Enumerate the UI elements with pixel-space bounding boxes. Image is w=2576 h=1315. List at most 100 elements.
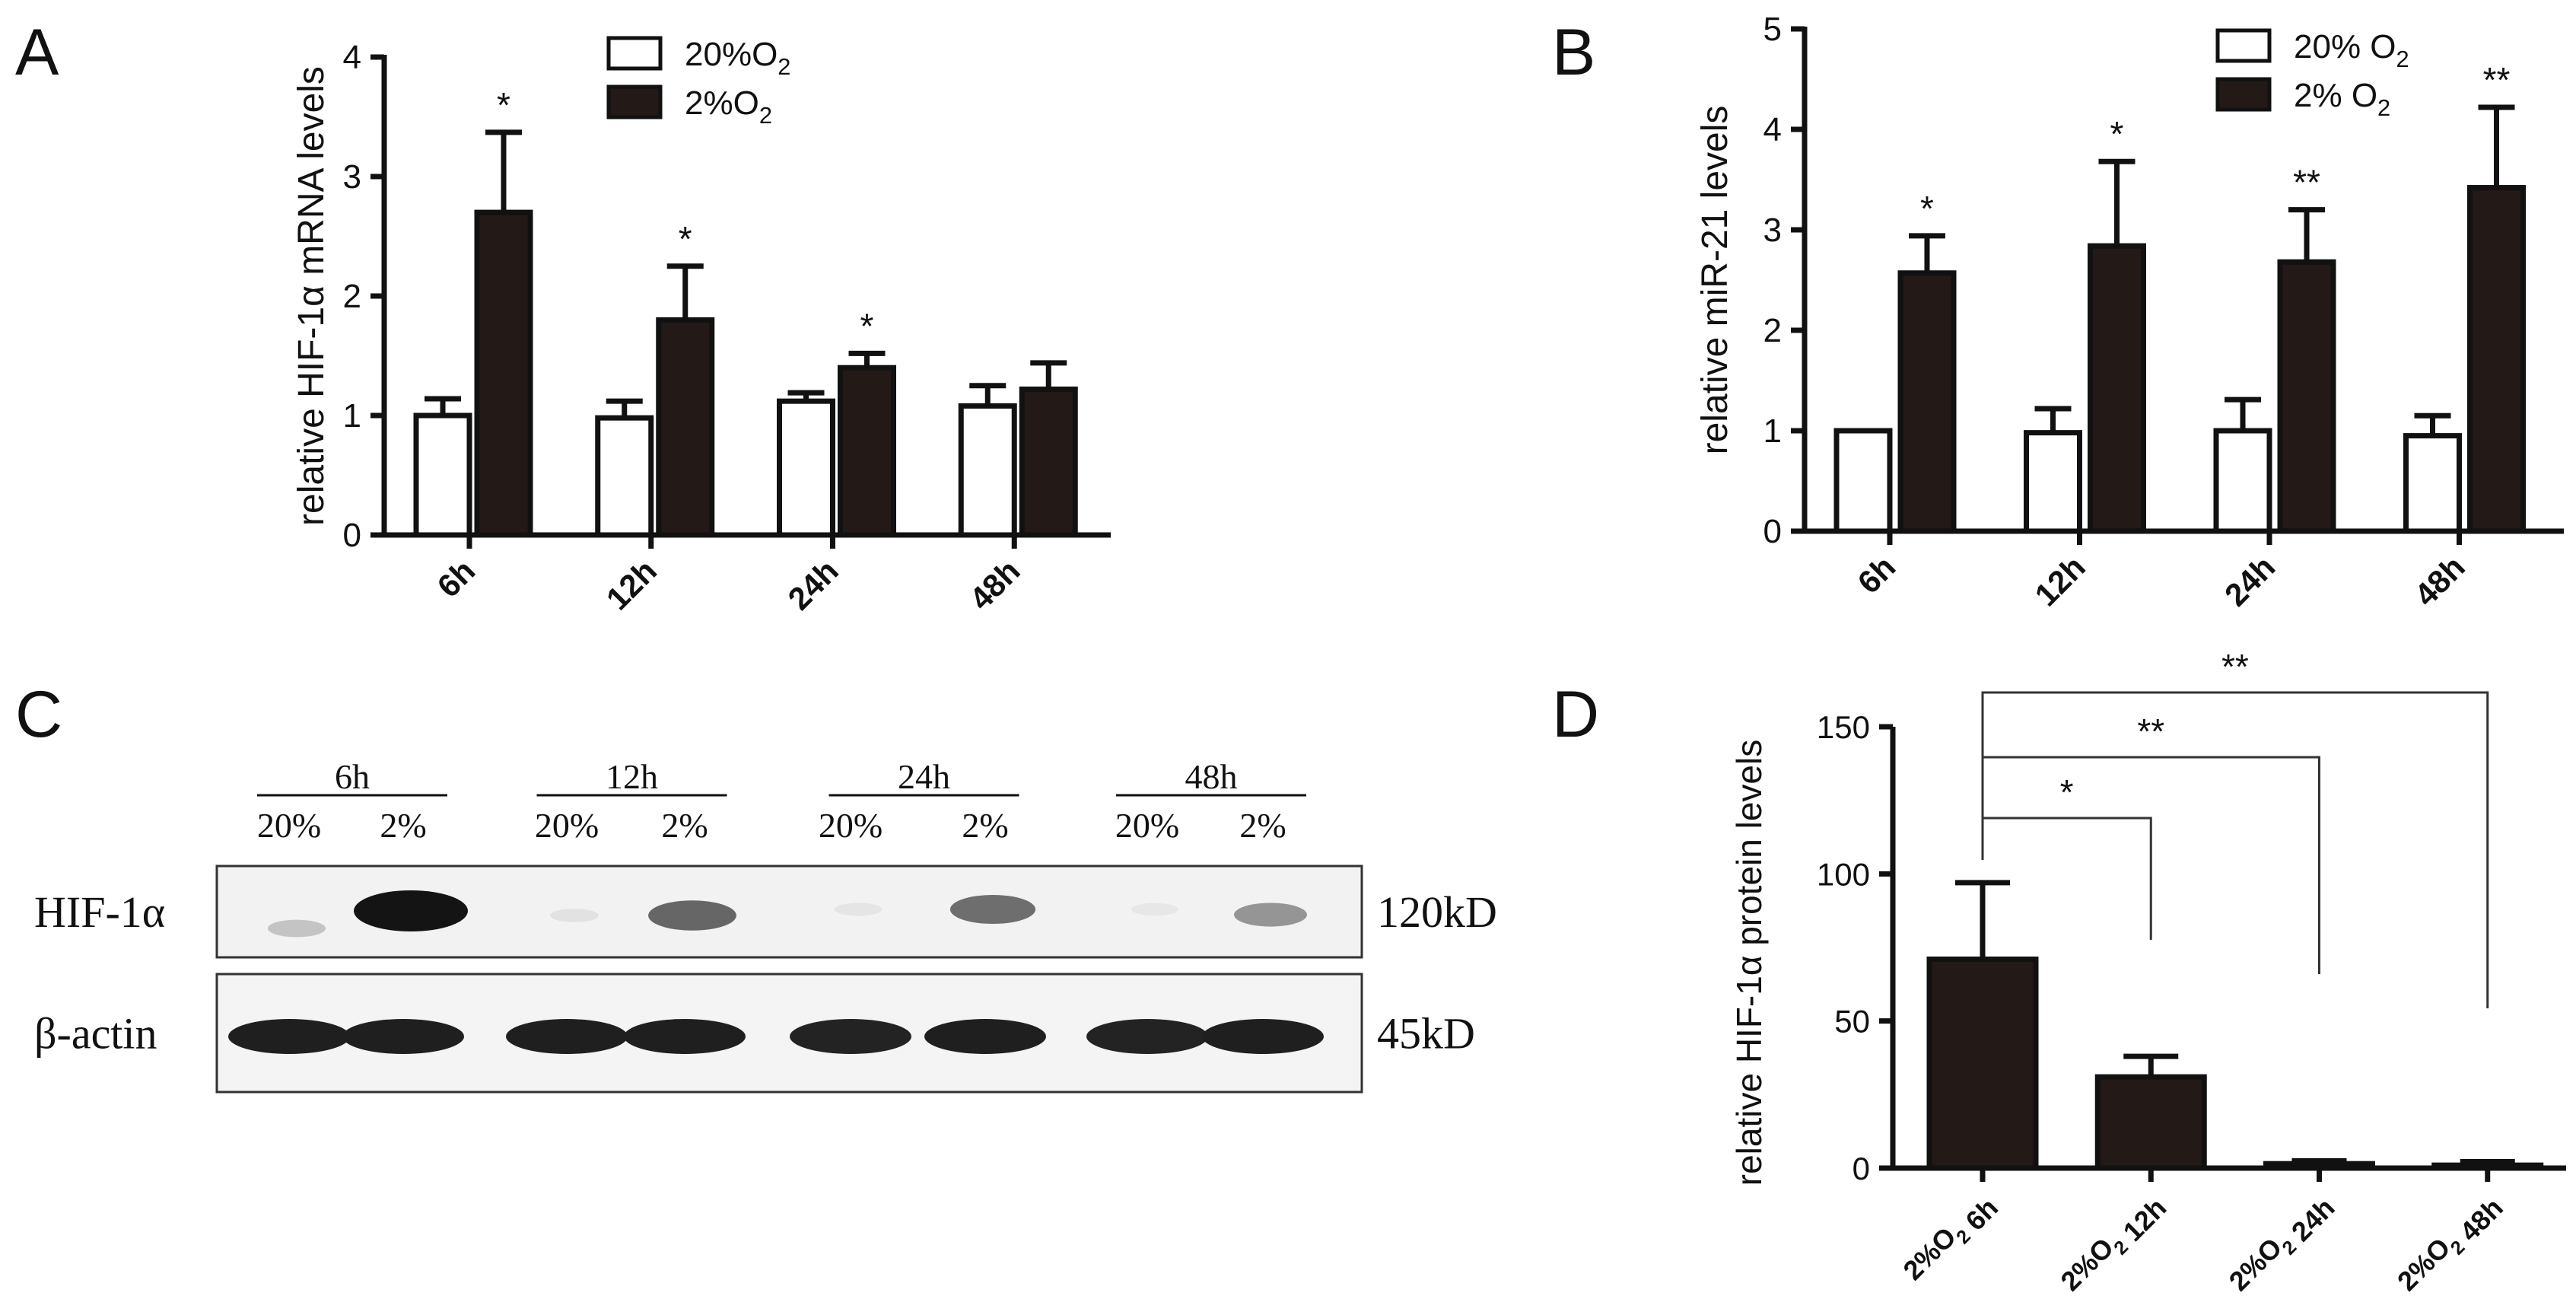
significance-mark: ** bbox=[2293, 163, 2320, 202]
blot-band bbox=[1202, 1019, 1324, 1054]
bar bbox=[2213, 428, 2272, 534]
bar bbox=[1019, 386, 1078, 538]
bar bbox=[2094, 1074, 2207, 1171]
bar bbox=[958, 403, 1017, 538]
legend-label: 2% O2 bbox=[2294, 77, 2390, 121]
blot-band bbox=[1131, 903, 1178, 916]
blot-size-label: 120kD bbox=[1377, 887, 1497, 937]
blot-timepoint: 12h bbox=[606, 757, 658, 796]
y-tick-label: 4 bbox=[1763, 111, 1782, 148]
blot-band bbox=[790, 1019, 911, 1054]
legend-label: 20%O2 bbox=[685, 36, 790, 80]
bar bbox=[1897, 270, 1957, 534]
y-tick-label: 2 bbox=[1763, 312, 1782, 349]
y-tick-label: 4 bbox=[343, 39, 361, 76]
significance-mark: * bbox=[860, 306, 874, 345]
bar bbox=[2024, 430, 2082, 534]
y-tick-label: 50 bbox=[1834, 1004, 1870, 1040]
panel-b: B 0 1 2 3 4 5 relative miR-21 levels 6h * 12h * 24h *… bbox=[1552, 11, 2564, 613]
panel-letter: C bbox=[15, 678, 62, 751]
y-tick-label: 0 bbox=[343, 517, 361, 554]
x-tick-label: 6h bbox=[1850, 549, 1902, 600]
blot-timepoint: 48h bbox=[1185, 757, 1238, 796]
comparison-label: * bbox=[2060, 772, 2074, 812]
y-tick-label: 1 bbox=[1763, 412, 1782, 450]
blot-timepoint: 24h bbox=[898, 757, 950, 796]
bar bbox=[2431, 1162, 2544, 1171]
blot-lane-label: 20% bbox=[1115, 806, 1179, 845]
significance-mark: ** bbox=[2483, 60, 2511, 100]
blot-lane-label: 2% bbox=[1239, 806, 1286, 845]
x-tick-label: 2%O2 12h bbox=[2054, 1186, 2172, 1304]
panel-letter: D bbox=[1552, 678, 1599, 751]
y-axis-label: relative miR-21 levels bbox=[1695, 106, 1735, 455]
y-tick-label: 0 bbox=[1763, 513, 1782, 550]
legend-swatch bbox=[2215, 77, 2272, 112]
blot-lane-label: 20% bbox=[819, 806, 883, 845]
x-tick-label: 2%O2 48h bbox=[2391, 1186, 2509, 1304]
y-tick-label: 0 bbox=[1852, 1151, 1870, 1186]
y-tick-label: 2 bbox=[343, 278, 361, 315]
bar bbox=[474, 209, 533, 538]
x-tick-label: 48h bbox=[962, 552, 1026, 616]
comparison-label: ** bbox=[2221, 647, 2249, 686]
blot-band bbox=[1234, 903, 1307, 927]
blot-band bbox=[924, 1019, 1046, 1054]
x-tick-label: 12h bbox=[599, 552, 663, 616]
legend-swatch bbox=[2215, 28, 2272, 63]
y-tick-label: 5 bbox=[1763, 11, 1782, 48]
significance-mark: * bbox=[2110, 114, 2124, 154]
blot-lane-label: 2% bbox=[661, 806, 708, 845]
x-tick-label: 6h bbox=[430, 552, 482, 604]
blot-band bbox=[648, 900, 736, 931]
y-tick-label: 100 bbox=[1817, 856, 1870, 892]
x-tick-label: 2%O2 24h bbox=[2223, 1186, 2341, 1304]
blot-protein-label: β-actin bbox=[34, 1009, 157, 1059]
panel-d: D 0 50 100 150 relative HIF-1α protein levels… bbox=[1552, 647, 2566, 1304]
blot-lane-label: 2% bbox=[380, 806, 426, 845]
blot-size-label: 45kD bbox=[1377, 1009, 1475, 1059]
y-axis-label: relative HIF-1α protein levels bbox=[1729, 740, 1769, 1186]
y-axis-label: relative HIF-1α mRNA levels bbox=[291, 66, 332, 526]
panel-letter: A bbox=[15, 16, 59, 89]
y-tick-label: 1 bbox=[343, 397, 361, 435]
bar bbox=[656, 317, 715, 538]
blot-band bbox=[354, 890, 468, 931]
bar bbox=[838, 365, 896, 538]
bar bbox=[2088, 243, 2146, 534]
significance-mark: * bbox=[679, 219, 692, 259]
blot-timepoint: 6h bbox=[335, 757, 370, 796]
bar bbox=[595, 415, 654, 538]
x-tick-label: 12h bbox=[2027, 549, 2091, 613]
x-tick-label: 24h bbox=[2218, 549, 2282, 613]
blot-band bbox=[267, 919, 326, 938]
blot-band bbox=[228, 1019, 350, 1054]
blot-lane-label: 2% bbox=[962, 806, 1008, 845]
blot-band bbox=[834, 903, 883, 916]
blot-protein-label: HIF-1α bbox=[34, 887, 165, 937]
x-tick-label: 2%O2 6h bbox=[1897, 1186, 2004, 1293]
bar bbox=[2277, 259, 2336, 534]
blot-lane-label: 20% bbox=[535, 806, 599, 845]
x-tick-label: 24h bbox=[781, 552, 844, 616]
blot-band bbox=[342, 1019, 464, 1054]
panel-letter: B bbox=[1552, 16, 1595, 89]
panel-a: A 0 1 2 3 4 relative HIF-1α mRNA levels 6h * 12h *… bbox=[15, 16, 1111, 617]
bar bbox=[2403, 433, 2462, 534]
legend-label: 2%O2 bbox=[685, 84, 772, 129]
x-tick-label: 48h bbox=[2407, 549, 2471, 613]
bar bbox=[413, 412, 472, 538]
blot-band bbox=[624, 1019, 746, 1054]
blot-band bbox=[949, 894, 1036, 925]
legend-swatch bbox=[606, 36, 663, 71]
comparison-label: ** bbox=[2137, 712, 2164, 751]
significance-mark: * bbox=[497, 85, 510, 125]
blot-lane-label: 20% bbox=[257, 806, 321, 845]
y-tick-label: 3 bbox=[1763, 212, 1782, 249]
y-tick-label: 3 bbox=[343, 158, 361, 196]
y-tick-label: 150 bbox=[1817, 709, 1870, 745]
legend-label: 20% O2 bbox=[2294, 28, 2409, 72]
bar bbox=[1926, 956, 2039, 1171]
blot-band bbox=[550, 909, 599, 922]
